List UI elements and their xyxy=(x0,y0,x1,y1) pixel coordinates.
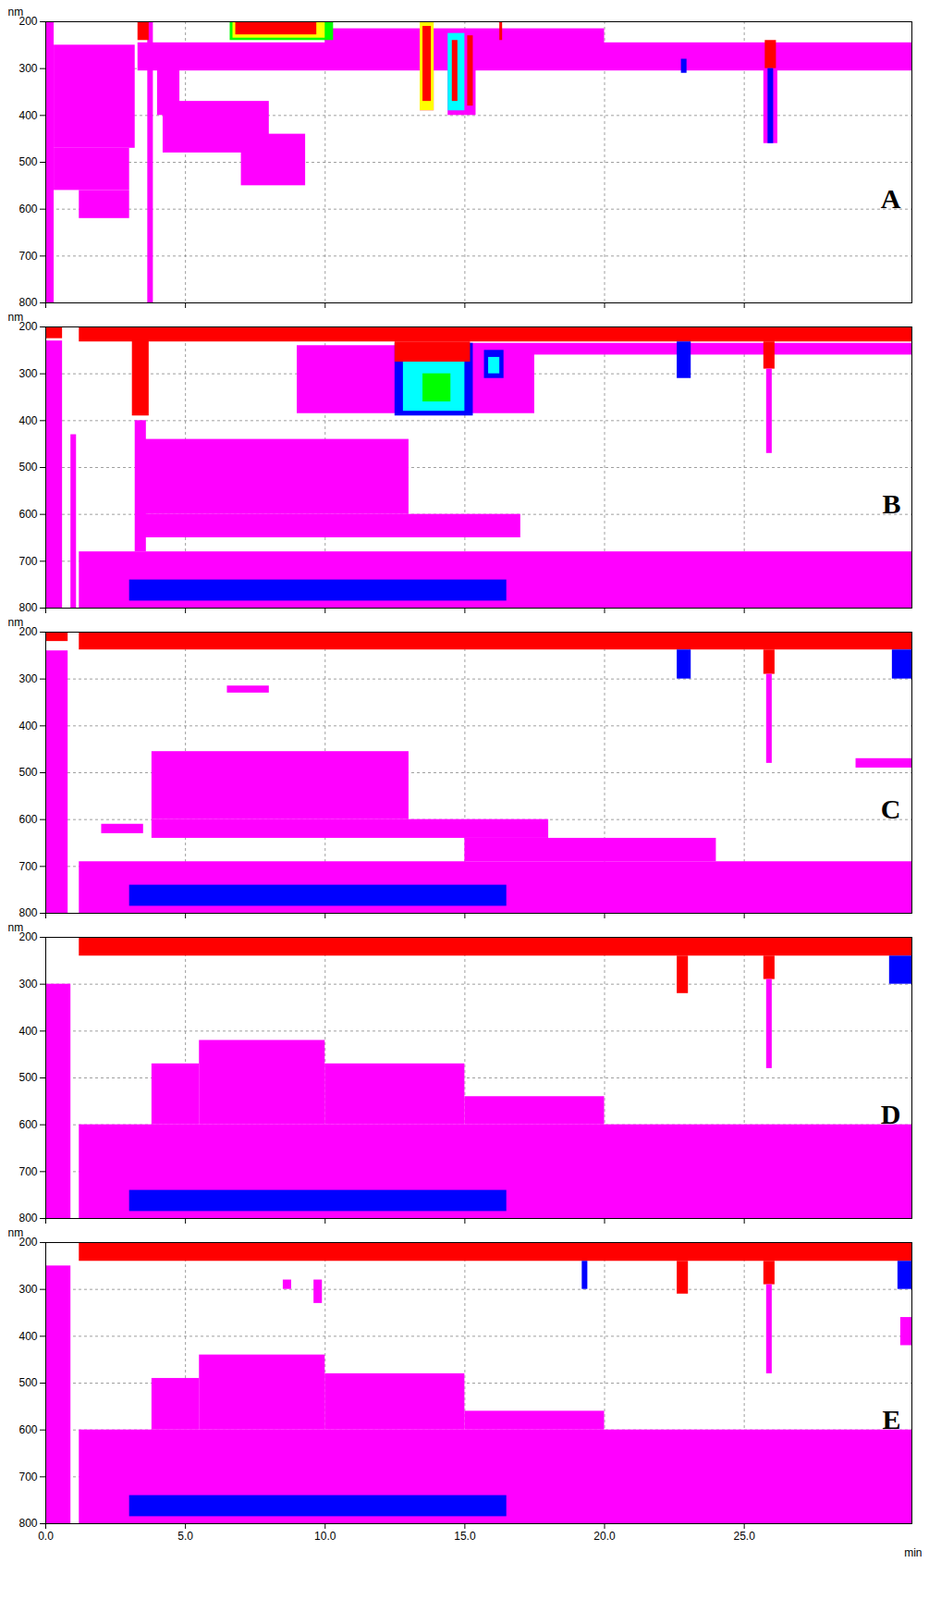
svg-text:700: 700 xyxy=(18,554,37,568)
svg-text:D: D xyxy=(880,1098,902,1129)
svg-text:200: 200 xyxy=(18,1235,38,1249)
svg-text:200: 200 xyxy=(18,625,38,639)
svg-text:400: 400 xyxy=(18,414,37,428)
svg-text:25.0: 25.0 xyxy=(733,1528,756,1542)
svg-text:600: 600 xyxy=(18,507,37,521)
svg-text:400: 400 xyxy=(18,109,37,123)
svg-text:nm: nm xyxy=(8,5,25,19)
svg-text:300: 300 xyxy=(18,672,37,685)
svg-text:500: 500 xyxy=(18,460,37,474)
svg-text:300: 300 xyxy=(18,61,37,75)
svg-text:nm: nm xyxy=(8,615,25,629)
svg-text:min: min xyxy=(904,1545,922,1559)
svg-text:15.0: 15.0 xyxy=(453,1528,477,1542)
svg-text:500: 500 xyxy=(18,765,37,779)
svg-text:600: 600 xyxy=(18,1422,37,1436)
svg-text:20.0: 20.0 xyxy=(593,1528,616,1542)
svg-text:800: 800 xyxy=(18,905,37,919)
svg-text:500: 500 xyxy=(18,155,37,169)
svg-text:E: E xyxy=(881,1403,901,1434)
svg-text:600: 600 xyxy=(18,812,37,826)
svg-text:600: 600 xyxy=(18,1117,37,1131)
svg-text:800: 800 xyxy=(18,600,37,614)
svg-text:800: 800 xyxy=(18,1210,37,1224)
svg-text:500: 500 xyxy=(18,1070,37,1084)
svg-text:B: B xyxy=(881,488,901,519)
svg-text:nm: nm xyxy=(8,920,25,934)
svg-text:400: 400 xyxy=(18,1329,37,1343)
svg-text:300: 300 xyxy=(18,1282,37,1296)
svg-text:700: 700 xyxy=(18,1469,37,1483)
svg-text:300: 300 xyxy=(18,977,37,991)
svg-text:800: 800 xyxy=(18,1515,37,1529)
svg-text:400: 400 xyxy=(18,719,37,733)
svg-text:C: C xyxy=(880,793,902,824)
svg-text:700: 700 xyxy=(18,249,37,263)
svg-text:600: 600 xyxy=(18,202,37,216)
svg-text:10.0: 10.0 xyxy=(314,1528,337,1542)
svg-text:0.0: 0.0 xyxy=(37,1528,54,1542)
svg-text:800: 800 xyxy=(18,295,37,309)
svg-text:200: 200 xyxy=(18,320,38,334)
svg-text:200: 200 xyxy=(18,15,38,29)
svg-text:400: 400 xyxy=(18,1024,37,1038)
svg-text:300: 300 xyxy=(18,366,37,380)
svg-text:A: A xyxy=(880,183,902,214)
svg-text:700: 700 xyxy=(18,859,37,873)
svg-text:700: 700 xyxy=(18,1164,37,1178)
svg-text:500: 500 xyxy=(18,1375,37,1389)
svg-text:nm: nm xyxy=(8,310,25,324)
svg-text:nm: nm xyxy=(8,1225,25,1239)
svg-text:5.0: 5.0 xyxy=(177,1528,194,1542)
svg-text:200: 200 xyxy=(18,930,38,944)
